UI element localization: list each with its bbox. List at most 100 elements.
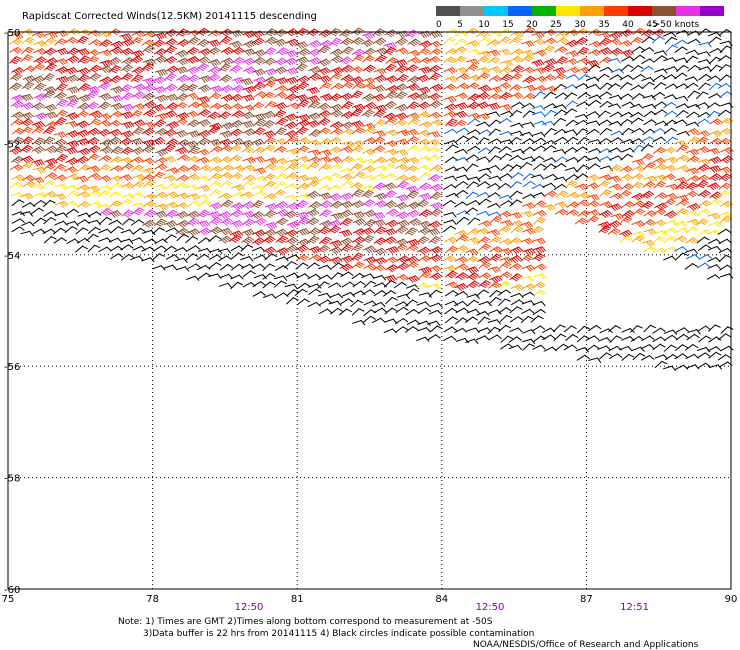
wind-barb [686,155,700,163]
wind-barb [296,216,310,225]
wind-barb [686,218,700,226]
wind-barb [489,215,503,224]
wind-barb [43,216,57,225]
wind-barb [522,227,536,235]
wind-barb [352,228,367,237]
wind-barb [196,220,211,228]
wind-barb [317,117,331,126]
wind-barb [53,145,67,154]
wind-barb [374,47,389,56]
wind-barb [273,102,288,110]
wind-barb [306,217,320,226]
wind-barb [509,246,524,255]
wind-barb [307,301,322,308]
wind-barb [87,172,101,180]
wind-barb [175,192,190,200]
wind-barb [427,56,441,63]
wind-barb [684,76,699,82]
wind-barb [187,101,201,109]
wind-barb [416,282,430,289]
wind-barb [208,156,222,164]
wind-barb [695,180,709,189]
wind-barb [445,144,459,152]
wind-barb [32,199,47,207]
wind-barb [653,74,667,81]
wind-barb [467,145,481,152]
wind-barb [273,145,287,153]
wind-barb [522,92,536,100]
wind-barb [163,220,178,229]
time-label: 12:50 [235,602,264,613]
wind-barb [242,66,257,75]
wind-barb [554,92,569,99]
wind-barb [132,119,146,128]
wind-barb [673,119,688,125]
wind-barb [165,254,180,260]
wind-barb [340,74,354,83]
wind-barb [396,129,411,137]
wind-barb [99,146,114,155]
wind-barb [142,121,156,129]
wind-barb [429,183,443,192]
wind-barb [543,144,557,152]
wind-barb [396,73,409,83]
wind-barb [261,91,275,99]
wind-barb [152,85,167,94]
wind-barb [119,47,134,56]
wind-barb [372,84,386,93]
wind-barb [510,225,524,234]
wind-barb [719,45,733,54]
wind-barb [417,47,431,56]
wind-barb [630,65,644,73]
wind-barb [108,219,122,225]
wind-barb [641,81,655,89]
wind-barb [286,220,301,229]
wind-barb [252,68,266,77]
wind-barb [717,109,732,117]
wind-barb [330,262,344,270]
wind-barb [361,158,376,165]
wind-barb [684,190,698,198]
wind-barb [341,140,355,148]
wind-barb [718,254,732,263]
wind-barb [608,120,622,127]
wind-barb [653,101,667,108]
wind-barb [231,46,245,55]
wind-barb [151,136,166,145]
wind-barb [352,81,366,90]
wind-barb [220,57,235,66]
wind-barb [253,217,267,226]
wind-barb [708,336,722,343]
wind-barb [663,227,678,234]
wind-barb [340,255,354,264]
wind-barb [242,57,256,66]
wind-barb [597,221,612,229]
wind-barb [676,164,690,172]
wind-barb [209,165,223,173]
wind-barb [643,162,656,170]
wind-barb [443,265,457,273]
wind-barb [663,235,677,244]
wind-barb [631,165,646,173]
wind-barb [143,179,156,188]
wind-barb [466,327,480,334]
wind-barb [318,264,332,271]
wind-barb [53,163,67,172]
wind-barb [186,217,200,227]
wind-barb [32,137,46,146]
wind-barb [11,211,26,217]
wind-barb [33,56,47,65]
wind-barb [478,327,492,333]
wind-barb [329,109,344,118]
wind-barb [317,292,332,299]
wind-barb [274,201,289,210]
wind-barb [307,227,321,236]
wind-barb [598,91,613,98]
wind-barb [621,201,635,208]
wind-barb [394,202,408,210]
wind-barb [99,65,113,74]
wind-barb [185,92,199,100]
wind-barb [632,54,646,62]
wind-barb [286,85,301,94]
wind-barb [552,67,567,75]
